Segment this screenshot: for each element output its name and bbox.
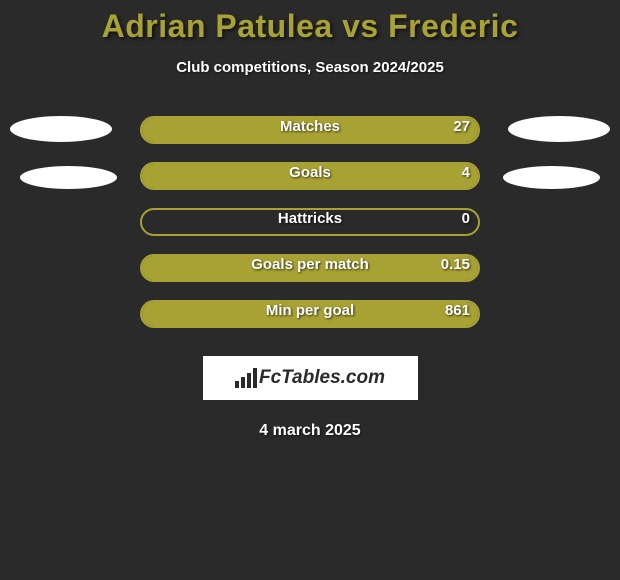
stat-value: 27 xyxy=(453,118,470,135)
stat-row: Goals 4 xyxy=(0,162,620,208)
stat-value: 4 xyxy=(462,164,470,181)
bar-chart-icon xyxy=(235,368,257,388)
comparison-chart: Matches 27 Goals 4 Hattricks 0 Goals per… xyxy=(0,116,620,346)
brand-text: FcTables.com xyxy=(259,367,385,389)
stat-value: 0 xyxy=(462,210,470,227)
stat-value: 0.15 xyxy=(441,256,470,273)
stat-row: Matches 27 xyxy=(0,116,620,162)
stat-label: Hattricks xyxy=(278,210,342,227)
page-title: Adrian Patulea vs Frederic xyxy=(0,0,620,45)
stat-label: Goals per match xyxy=(251,256,369,273)
stat-row: Min per goal 861 xyxy=(0,300,620,346)
date-text: 4 march 2025 xyxy=(0,422,620,440)
page-subtitle: Club competitions, Season 2024/2025 xyxy=(0,59,620,76)
stat-label: Min per goal xyxy=(266,302,354,319)
stat-row: Goals per match 0.15 xyxy=(0,254,620,300)
stat-row: Hattricks 0 xyxy=(0,208,620,254)
stat-label: Matches xyxy=(280,118,340,135)
stat-label: Goals xyxy=(289,164,331,181)
brand-logo: FcTables.com xyxy=(203,356,418,400)
stat-value: 861 xyxy=(445,302,470,319)
